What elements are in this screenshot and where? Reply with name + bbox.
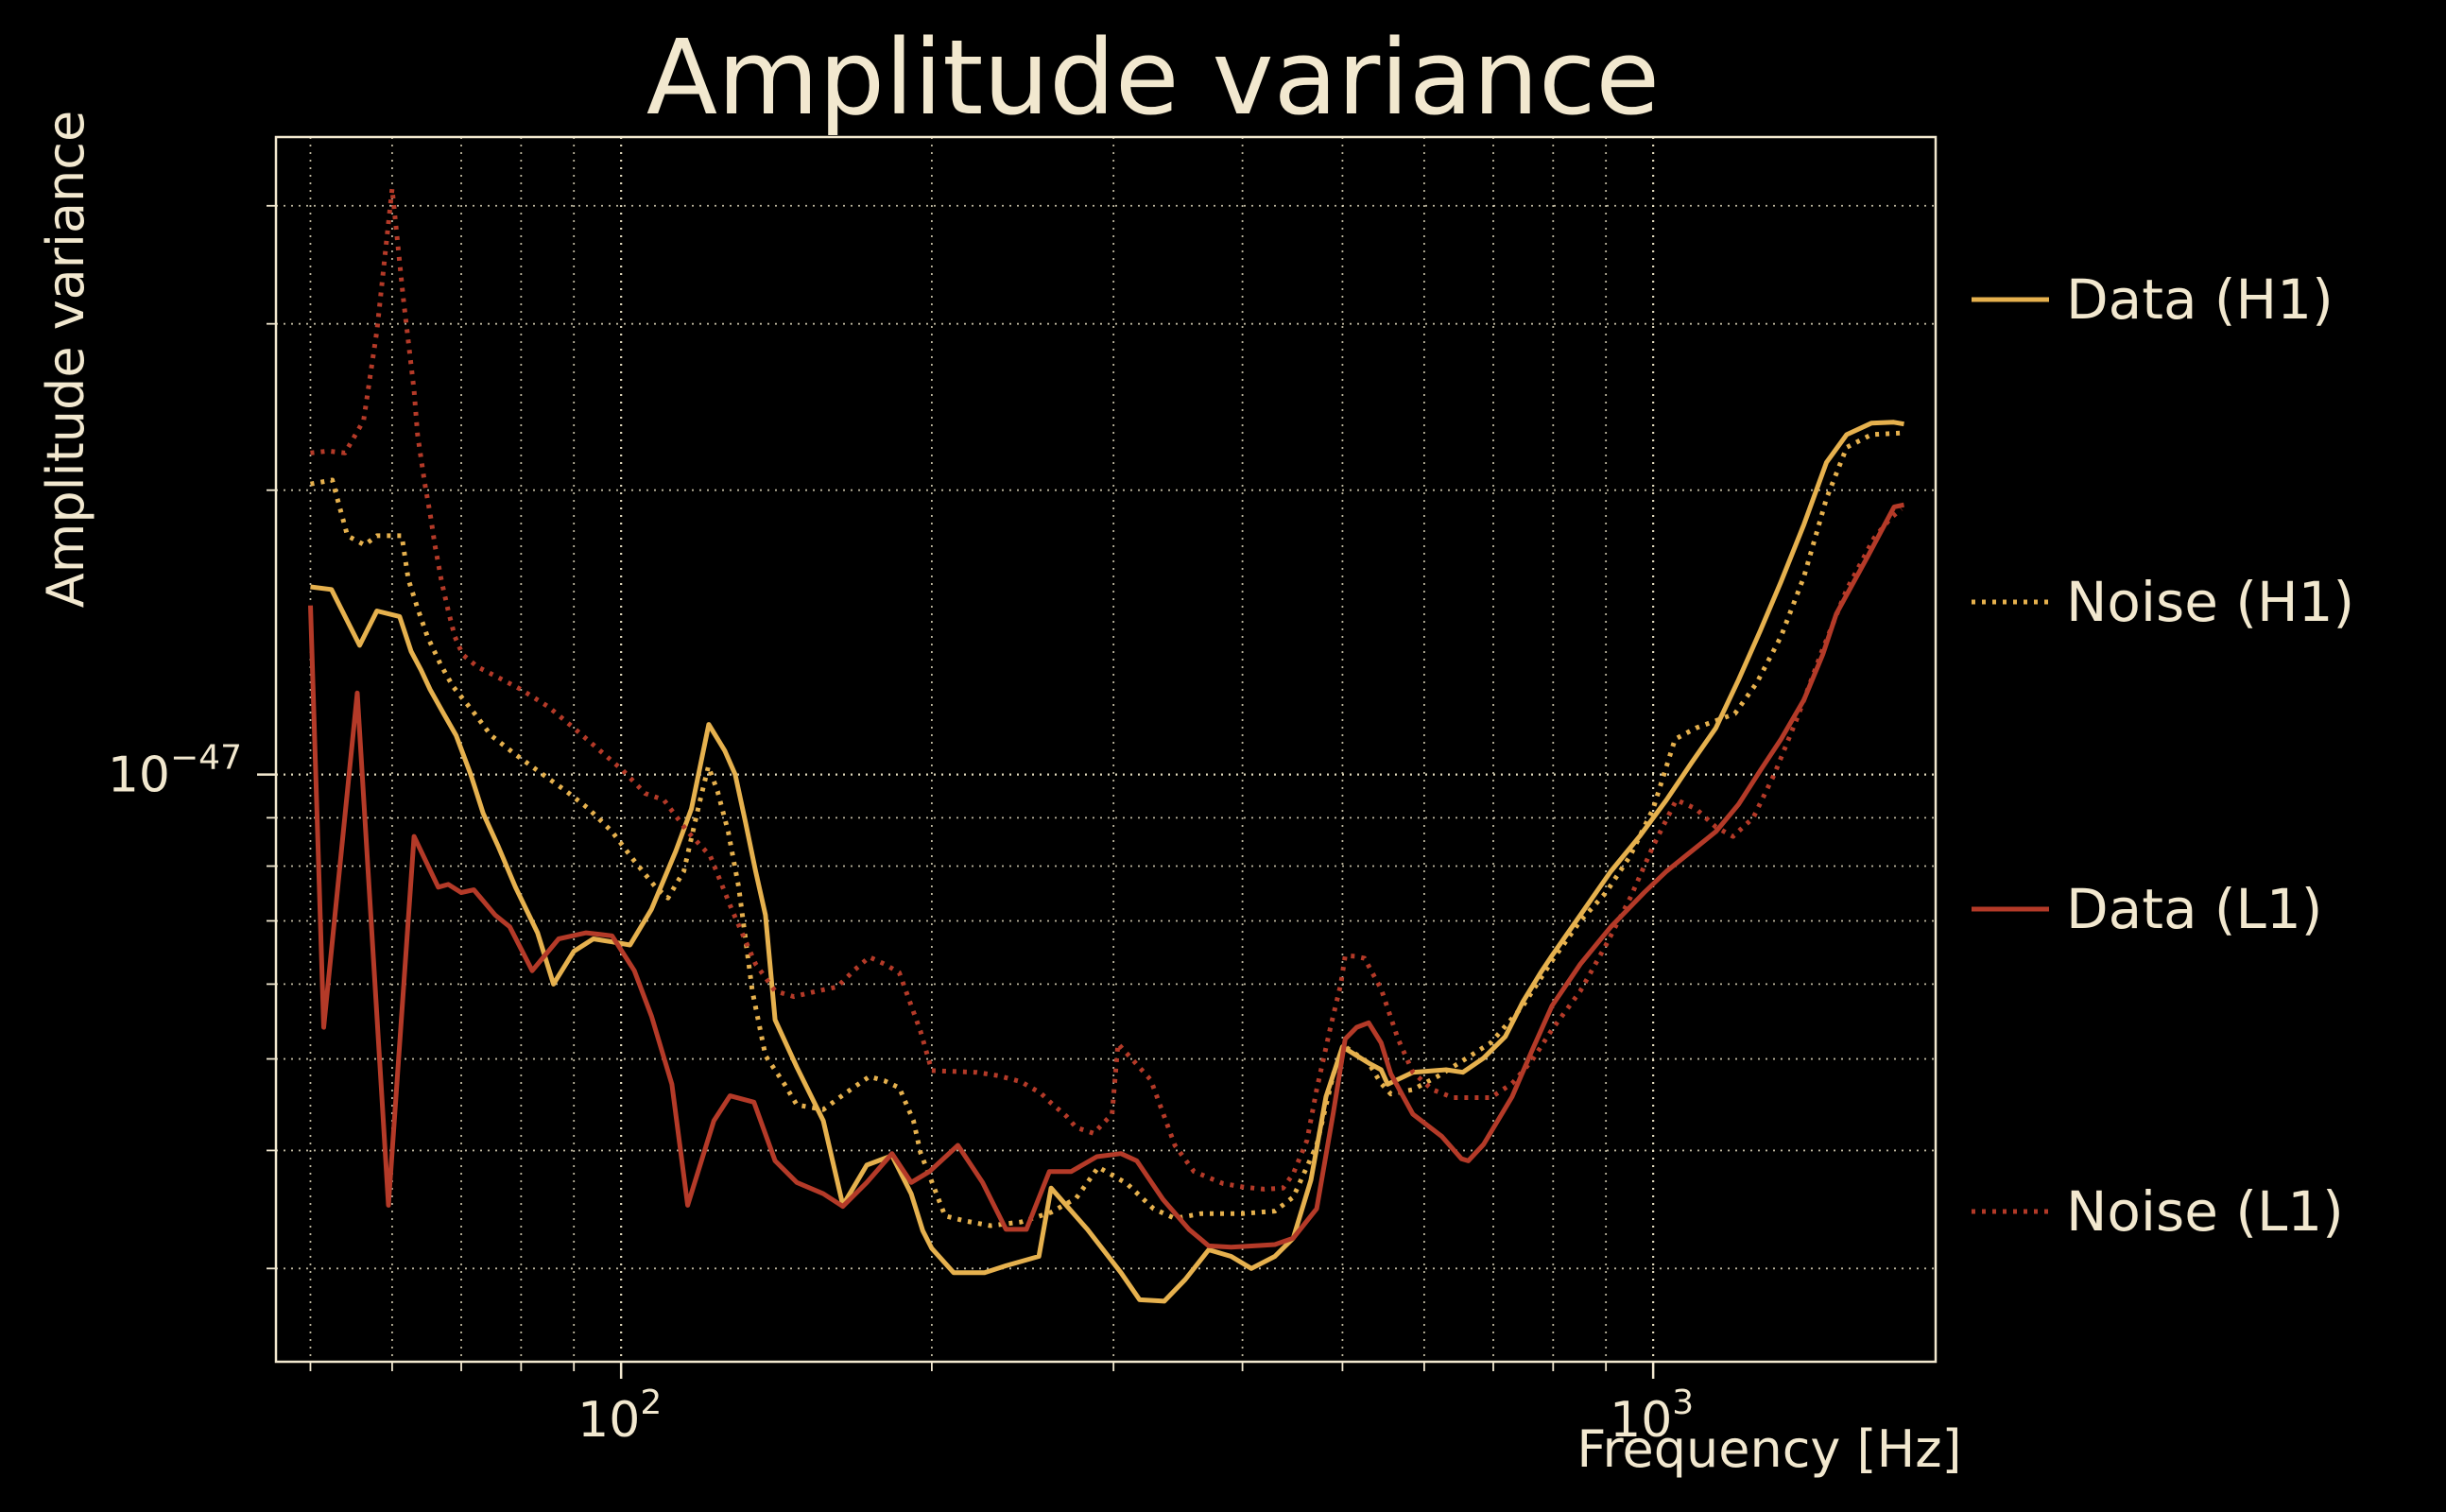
series-noise-l1- — [310, 186, 1903, 1192]
gridlines — [276, 137, 1936, 1362]
data-series — [308, 186, 1905, 1304]
legend-entry-data-l1-: Data (L1) — [1972, 877, 2322, 941]
y-tick-label: 10−47 — [108, 739, 242, 804]
legend-label: Noise (L1) — [2066, 1179, 2344, 1244]
x-tick-label: 102 — [577, 1383, 662, 1449]
legend-entry-noise-l1-: Noise (L1) — [1972, 1179, 2344, 1244]
legend-label: Data (H1) — [2066, 267, 2334, 332]
legend-label: Data (L1) — [2066, 877, 2322, 941]
legend-entry-data-h1-: Data (H1) — [1972, 267, 2334, 332]
plot-frame — [274, 135, 1938, 1364]
legend-label: Noise (H1) — [2066, 570, 2354, 634]
series-data-l1- — [308, 502, 1905, 1250]
legend: Data (H1) Noise (H1) Data (L1) Noise (L1) — [1972, 267, 2354, 1244]
tick-labels: 102 103 10−47 — [108, 739, 1694, 1449]
y-axis-label: Amplitude variance — [36, 111, 95, 608]
series-data-h1- — [310, 420, 1904, 1304]
legend-entry-noise-h1-: Noise (H1) — [1972, 570, 2354, 634]
x-axis-label: Frequency [Hz] — [1576, 1419, 1961, 1479]
axis-ticks — [257, 204, 1655, 1379]
series-noise-h1- — [310, 430, 1904, 1228]
chart-title: Amplitude variance — [646, 17, 1660, 138]
axes-spines — [274, 135, 1938, 1364]
x-tick-label: 103 — [1610, 1383, 1694, 1449]
